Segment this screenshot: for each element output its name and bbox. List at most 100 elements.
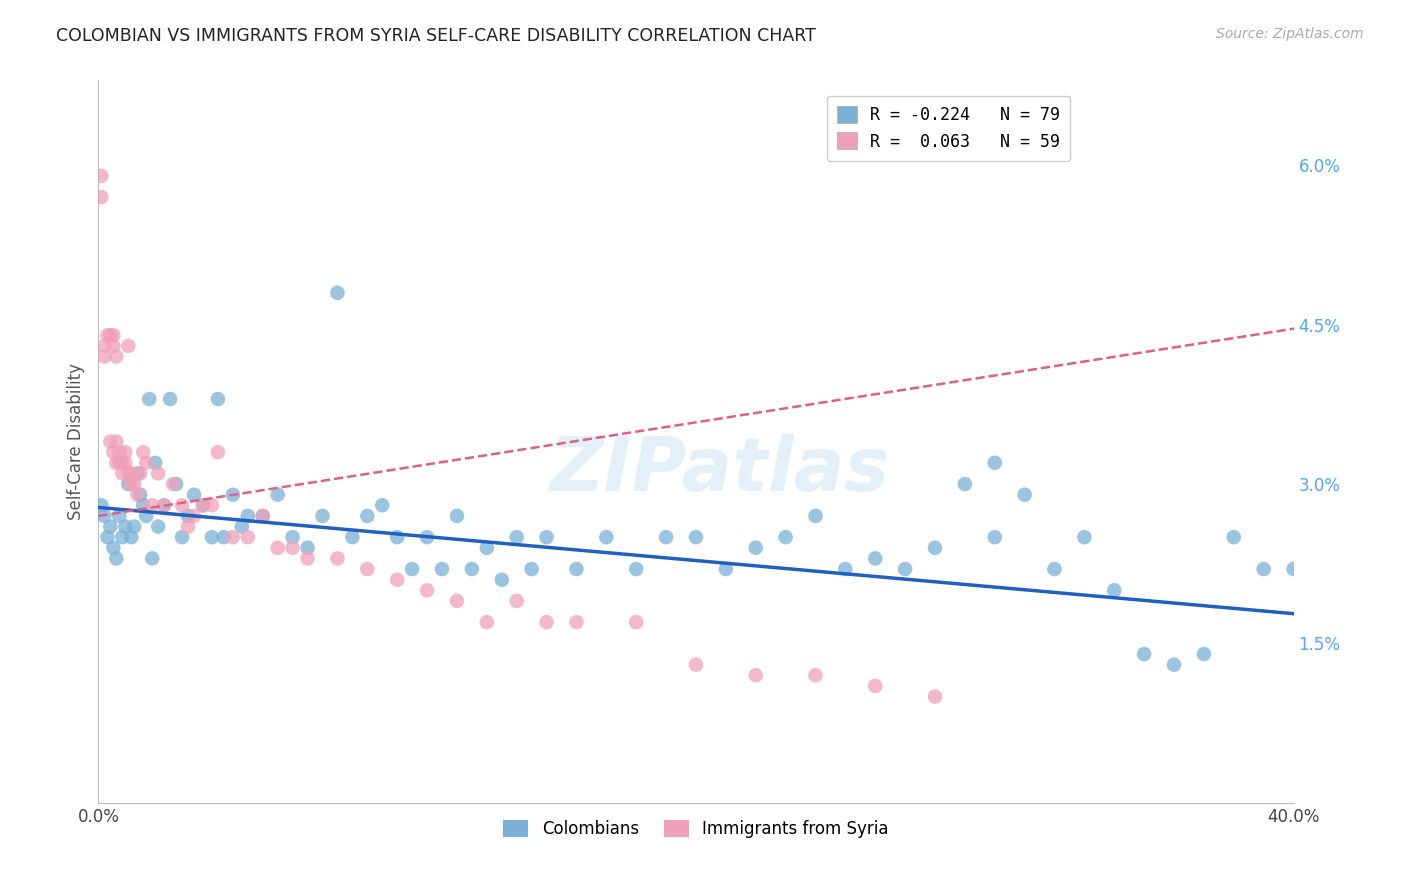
Point [96, 328, 118, 343]
Point [491, 573, 513, 587]
Point [311, 508, 333, 523]
Point [90, 498, 112, 512]
Point [267, 541, 290, 555]
Point [165, 477, 187, 491]
Point [1014, 488, 1036, 502]
Point [143, 456, 166, 470]
Point [207, 445, 229, 459]
Point [236, 530, 259, 544]
Point [172, 498, 194, 512]
Point [114, 519, 136, 533]
Point [626, 615, 648, 630]
Point [138, 392, 160, 406]
Point [565, 615, 588, 630]
Point [108, 508, 131, 523]
Point [108, 456, 131, 470]
Point [159, 392, 181, 406]
Legend: Colombians, Immigrants from Syria: Colombians, Immigrants from Syria [496, 814, 896, 845]
Point [1043, 562, 1066, 576]
Point [342, 530, 364, 544]
Point [924, 690, 946, 704]
Point [105, 551, 128, 566]
Point [984, 530, 1007, 544]
Point [416, 583, 439, 598]
Point [120, 477, 142, 491]
Point [153, 498, 176, 512]
Point [111, 530, 134, 544]
Point [212, 530, 235, 544]
Point [148, 467, 170, 481]
Point [191, 498, 214, 512]
Point [132, 498, 155, 512]
Point [446, 508, 468, 523]
Point [894, 562, 917, 576]
Point [93, 508, 115, 523]
Point [207, 392, 229, 406]
Point [385, 530, 409, 544]
Point [371, 498, 394, 512]
Point [356, 508, 378, 523]
Point [1073, 530, 1095, 544]
Point [984, 456, 1007, 470]
Point [177, 508, 200, 523]
Point [93, 350, 115, 364]
Point [172, 530, 194, 544]
Point [297, 551, 319, 566]
Point [1192, 647, 1215, 661]
Point [475, 615, 498, 630]
Point [124, 519, 146, 533]
Point [90, 169, 112, 183]
Point [105, 456, 128, 470]
Point [461, 562, 484, 576]
Point [356, 562, 378, 576]
Point [127, 467, 149, 481]
Point [804, 508, 827, 523]
Point [231, 519, 253, 533]
Point [430, 562, 453, 576]
Point [745, 541, 768, 555]
Point [745, 668, 768, 682]
Point [117, 477, 139, 491]
Point [96, 530, 118, 544]
Point [111, 456, 134, 470]
Point [536, 530, 558, 544]
Point [1282, 562, 1305, 576]
Point [252, 508, 274, 523]
Point [655, 530, 678, 544]
Point [520, 562, 543, 576]
Point [714, 562, 737, 576]
Point [132, 445, 155, 459]
Point [148, 519, 170, 533]
Point [326, 551, 349, 566]
Point [834, 562, 856, 576]
Point [222, 530, 245, 544]
Point [98, 434, 122, 449]
Point [153, 498, 176, 512]
Point [120, 530, 142, 544]
Point [281, 530, 304, 544]
Point [191, 498, 214, 512]
Point [103, 328, 125, 343]
Point [114, 456, 136, 470]
Point [98, 328, 122, 343]
Point [685, 657, 707, 672]
Point [385, 573, 409, 587]
Point [103, 445, 125, 459]
Point [135, 508, 157, 523]
Point [103, 339, 125, 353]
Point [105, 434, 128, 449]
Point [162, 477, 184, 491]
Point [103, 541, 125, 555]
Point [105, 350, 128, 364]
Y-axis label: Self-Care Disability: Self-Care Disability [66, 363, 84, 520]
Point [1163, 657, 1185, 672]
Point [201, 498, 224, 512]
Point [326, 285, 349, 300]
Point [401, 562, 423, 576]
Point [141, 551, 163, 566]
Point [117, 467, 139, 481]
Point [1133, 647, 1156, 661]
Point [108, 445, 131, 459]
Point [281, 541, 304, 555]
Point [924, 541, 946, 555]
